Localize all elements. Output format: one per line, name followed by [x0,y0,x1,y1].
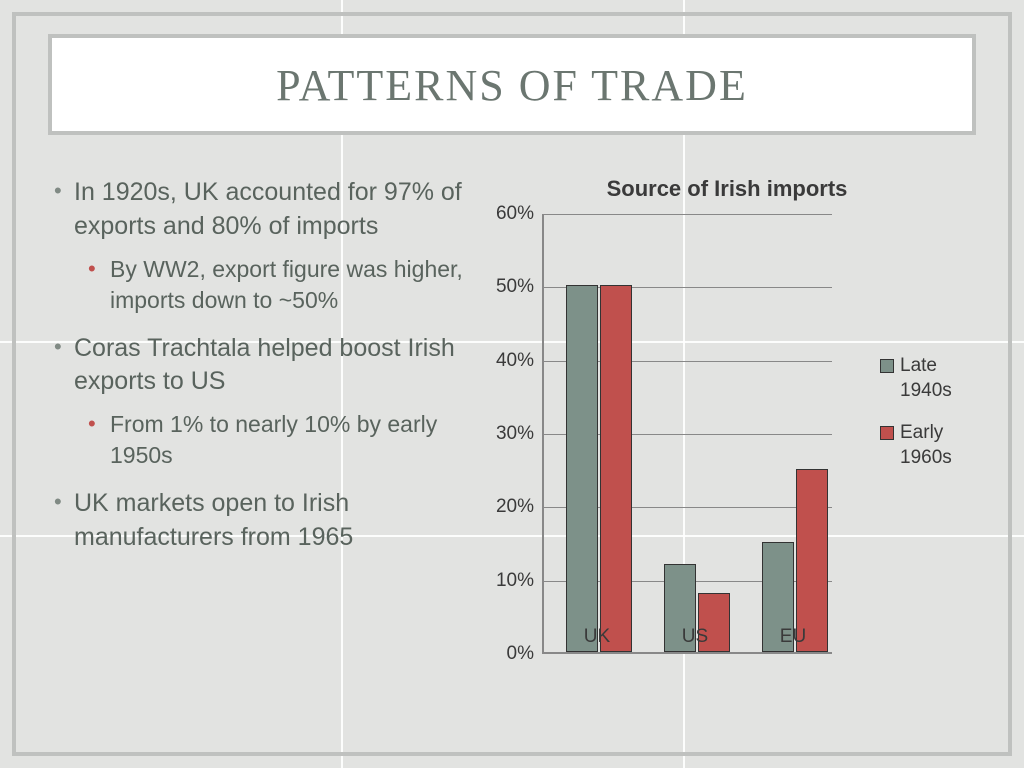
legend: Late 1940s Early 1960s [880,354,970,489]
y-tick-label: 60% [496,203,534,225]
bullet-item: Coras Trachtala helped boost Irish expor… [54,332,474,472]
bar [566,285,598,652]
legend-item: Early 1960s [880,421,970,470]
sub-bullet-item: From 1% to nearly 10% by early 1950s [88,409,474,471]
bar-group [566,285,632,652]
x-axis-labels: UK US EU [542,620,832,650]
legend-item: Late 1940s [880,354,970,403]
bullet-item: In 1920s, UK accounted for 97% of export… [54,176,474,316]
legend-label: Early 1960s [900,421,970,470]
bullet-item: UK markets open to Irish manufacturers f… [54,487,474,555]
y-tick-label: 10% [496,570,534,592]
y-axis: 0%10%20%30%40%50%60% [484,214,542,654]
chart-title: Source of Irish imports [484,176,970,202]
x-tick-label: EU [780,626,806,648]
bar [600,285,632,652]
legend-label: Late 1940s [900,354,970,403]
plot-area [542,214,832,654]
x-tick-label: UK [584,626,610,648]
sub-bullet-item: By WW2, export figure was higher, import… [88,254,474,316]
slide-frame: PATTERNS OF TRADE In 1920s, UK accounted… [12,12,1012,756]
slide-title: PATTERNS OF TRADE [48,34,976,135]
legend-swatch [880,426,894,440]
x-tick-label: US [682,626,708,648]
gridline [544,214,832,215]
y-tick-label: 30% [496,423,534,445]
y-tick-label: 20% [496,496,534,518]
y-tick-label: 50% [496,276,534,298]
y-tick-label: 0% [507,643,534,665]
legend-swatch [880,359,894,373]
bullet-column: In 1920s, UK accounted for 97% of export… [54,176,484,732]
content-area: In 1920s, UK accounted for 97% of export… [54,176,970,732]
y-tick-label: 40% [496,350,534,372]
chart-area: 0%10%20%30%40%50%60% Late 1940sEarly 196… [484,214,970,654]
chart-column: Source of Irish imports 0% 10% 20% 30% 40% 50… [484,176,970,732]
